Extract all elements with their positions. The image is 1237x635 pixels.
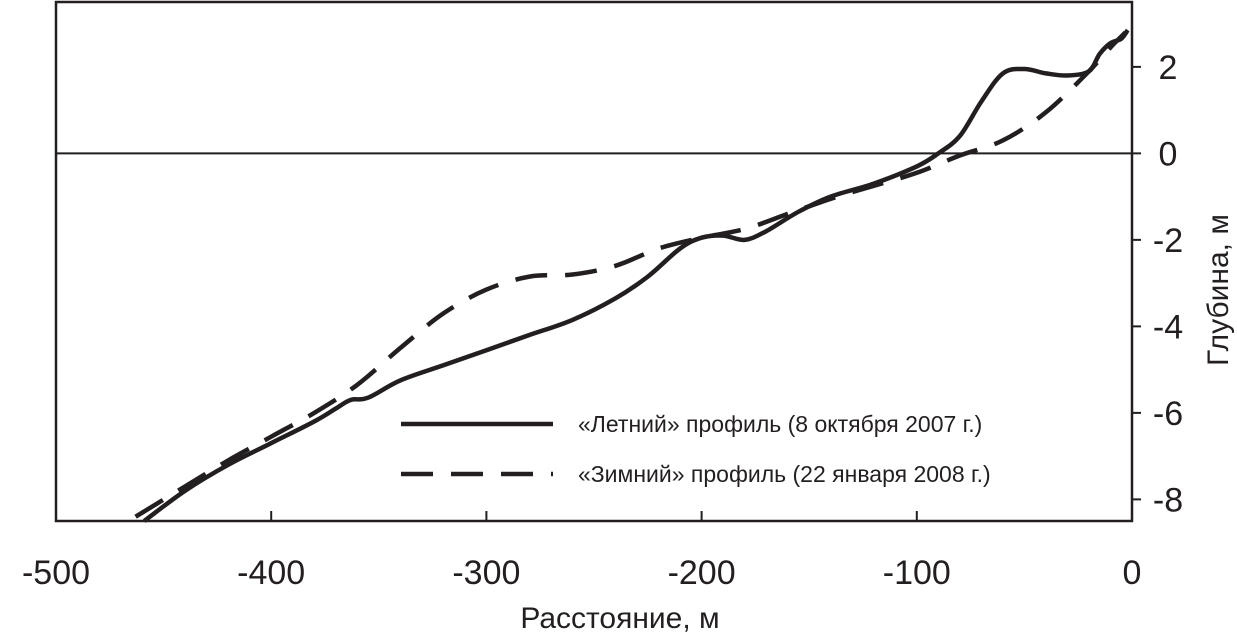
winter-profile-line xyxy=(134,30,1128,519)
y-axis-label: Глубина, м xyxy=(1202,214,1235,366)
plot-frame xyxy=(54,0,1134,523)
legend-label-summer: «Летний» профиль (8 октября 2007 г.) xyxy=(578,411,982,437)
x-tick-label: 0 xyxy=(1123,554,1142,592)
y-tick-label: -6 xyxy=(1153,395,1183,433)
y-ticks-group: 2 0 -2 -4 -6 -8 xyxy=(1132,49,1183,519)
y-tick-label: 2 xyxy=(1159,49,1178,87)
x-tick-label: -500 xyxy=(22,554,90,592)
x-tick-label: -300 xyxy=(452,554,520,592)
x-tick-label: -400 xyxy=(237,554,305,592)
y-tick-label: -4 xyxy=(1153,308,1183,346)
y-tick-label: -8 xyxy=(1153,481,1183,519)
y-tick-label: -2 xyxy=(1153,222,1183,260)
x-tick-label: -100 xyxy=(883,554,951,592)
summer-profile-line xyxy=(142,28,1130,523)
legend-label-winter: «Зимний» профиль (22 января 2008 г.) xyxy=(578,461,991,487)
series-group xyxy=(134,28,1130,523)
y-tick-label: 0 xyxy=(1159,135,1178,173)
x-axis-label: Расстояние, м xyxy=(520,602,719,635)
x-tick-label: -200 xyxy=(668,554,736,592)
legend: «Летний» профиль (8 октября 2007 г.) «Зи… xyxy=(401,411,991,487)
x-ticks-group: -500 -400 -300 -200 -100 0 xyxy=(22,511,1141,592)
